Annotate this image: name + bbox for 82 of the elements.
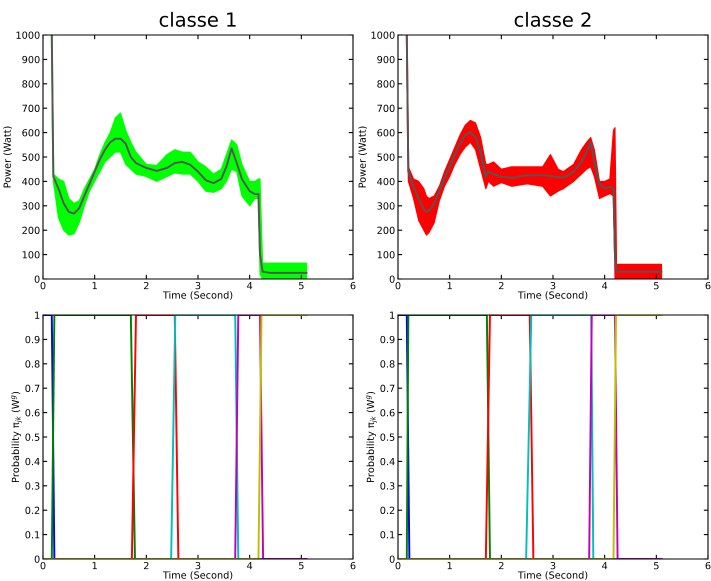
y-axis-title: Probability π$_{jk}$ (W$^{g}$)	[11, 392, 22, 482]
y-tick-label: 0.7	[380, 384, 394, 392]
y-tick-label: 1	[390, 312, 394, 319]
x-tick-label: 2	[144, 282, 148, 290]
y-tick-label: 400	[22, 178, 40, 186]
y-tick-label: 0.8	[380, 360, 395, 368]
y-tick-label: 400	[377, 178, 395, 186]
y-tick-label: 600	[22, 129, 40, 136]
x-tick-label: 1	[448, 562, 452, 570]
x-tick-label: 1	[92, 282, 97, 290]
x-tick-label: 3	[196, 282, 200, 290]
y-tick-label: 0.6	[25, 409, 40, 416]
y-tick-label: 0.5	[25, 433, 40, 441]
y-tick-label: 1	[35, 312, 40, 319]
y-tick-label: 0	[390, 555, 395, 563]
x-tick-label: 0	[396, 562, 400, 570]
x-tick-label: 5	[654, 562, 659, 570]
y-tick-label: 0.5	[380, 433, 394, 441]
x-tick-label: 1	[92, 562, 97, 570]
y-tick-label: 0	[34, 275, 40, 283]
x-tick-label: 5	[298, 562, 304, 570]
x-tick-label: 2	[498, 282, 504, 290]
x-tick-label: 6	[350, 562, 356, 570]
y-tick-label: 500	[377, 153, 395, 161]
y-tick-label: 1000	[372, 31, 395, 39]
y-tick-label: 0	[34, 555, 40, 563]
y-tick-label: 200	[377, 226, 395, 234]
y-tick-label: 700	[377, 104, 395, 112]
x-axis-title: Time (Second)	[518, 291, 588, 300]
x-tick-label: 2	[498, 562, 504, 570]
y-tick-label: 0.9	[25, 336, 40, 344]
y-tick-label: 0.7	[25, 384, 40, 392]
x-tick-label: 2	[144, 562, 148, 570]
x-tick-label: 0	[396, 282, 400, 290]
x-tick-label: 3	[550, 562, 556, 570]
y-tick-label: 0.3	[380, 482, 394, 490]
y-tick-label: 0.9	[380, 336, 395, 344]
y-tick-label: 800	[22, 80, 40, 88]
y-tick-label: 900	[377, 56, 395, 64]
x-tick-label: 1	[448, 282, 452, 290]
y-tick-label: 0.3	[25, 482, 40, 490]
y-tick-label: 0.4	[380, 458, 395, 466]
y-tick-label: 0.1	[380, 531, 394, 538]
x-tick-label: 0	[40, 562, 46, 570]
x-axis-title: Time (Second)	[162, 291, 232, 300]
x-axis-title: Time (Second)	[162, 571, 232, 580]
x-tick-label: 0	[40, 282, 46, 290]
y-axis-title: Power (Watt)	[358, 126, 367, 188]
x-axis-title: Time (Second)	[518, 571, 588, 580]
y-tick-label: 500	[22, 153, 40, 161]
y-tick-label: 0.2	[25, 506, 40, 514]
y-tick-label: 100	[378, 251, 395, 258]
y-tick-label: 0.2	[380, 506, 394, 514]
y-tick-label: 100	[22, 251, 40, 258]
x-tick-label: 4	[247, 562, 252, 570]
y-tick-label: 300	[22, 202, 40, 210]
y-tick-label: 300	[377, 202, 395, 210]
x-tick-label: 3	[196, 562, 200, 570]
x-tick-label: 4	[602, 282, 608, 290]
y-axis-title: Probability π$_{jk}$ (W$^{g}$)	[366, 392, 377, 482]
x-tick-label: 6	[706, 562, 710, 570]
x-tick-label: 4	[602, 562, 608, 570]
x-tick-label: 6	[706, 282, 710, 290]
y-tick-label: 0.4	[25, 458, 40, 466]
y-tick-label: 800	[377, 80, 395, 88]
y-tick-label: 0.8	[25, 360, 40, 368]
y-tick-label: 1000	[16, 31, 40, 39]
y-tick-label: 900	[22, 56, 40, 64]
y-tick-label: 700	[22, 104, 40, 112]
y-tick-label: 600	[377, 129, 395, 136]
x-tick-label: 6	[350, 282, 356, 290]
y-tick-label: 200	[22, 226, 40, 234]
x-tick-label: 5	[298, 282, 304, 290]
y-tick-label: 0.6	[380, 409, 395, 416]
x-tick-label: 3	[550, 282, 556, 290]
y-tick-label: 0.1	[25, 531, 40, 538]
y-tick-label: 0	[390, 275, 395, 283]
y-axis-title: Power (Watt)	[3, 126, 12, 188]
x-tick-label: 5	[654, 282, 659, 290]
chart-title: classe 1	[160, 12, 236, 27]
x-tick-label: 4	[247, 282, 252, 290]
chart-title: classe 2	[514, 12, 590, 27]
